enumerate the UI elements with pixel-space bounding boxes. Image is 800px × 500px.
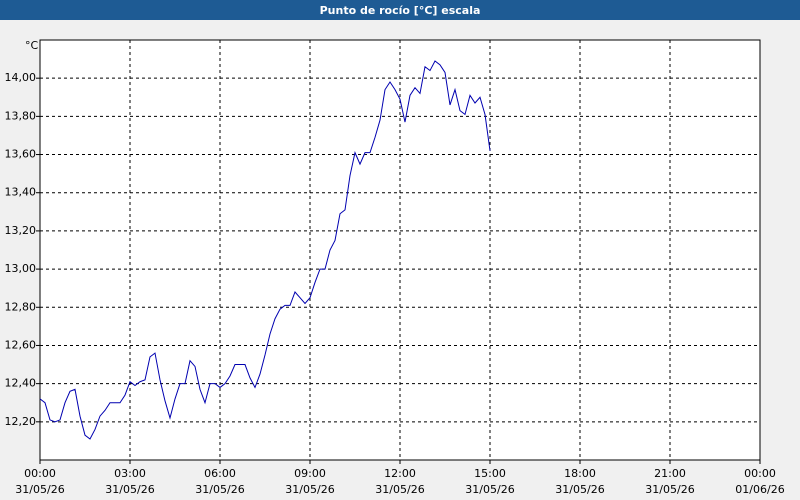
x-tick-label: 00:00 [744,467,776,480]
x-tick-label: 09:00 [294,467,326,480]
y-tick-label: 12,80 [5,300,37,313]
title-bar [0,0,800,20]
y-tick-label: 13,00 [5,262,37,275]
x-tick-date: 31/05/26 [375,483,424,496]
x-tick-label: 15:00 [474,467,506,480]
x-tick-date: 31/05/26 [195,483,244,496]
y-tick-label: 13,40 [5,186,37,199]
data-line [39,60,491,440]
x-tick-date: 31/05/26 [645,483,694,496]
y-unit: °C [25,39,39,52]
x-tick-label: 00:00 [24,467,56,480]
y-tick-label: 12,20 [5,415,37,428]
x-tick-date: 31/05/26 [285,483,334,496]
x-tick-date: 31/05/26 [465,483,514,496]
y-tick-label: 13,60 [5,148,37,161]
x-tick-date: 31/05/26 [555,483,604,496]
x-tick-date: 31/05/26 [15,483,64,496]
x-tick-label: 18:00 [564,467,596,480]
y-tick-label: 12,60 [5,338,37,351]
x-tick-label: 06:00 [204,467,236,480]
x-tick-label: 03:00 [114,467,146,480]
y-tick-label: 13,20 [5,224,37,237]
y-tick-label: 12,40 [5,377,37,390]
x-tick-date: 01/06/26 [735,483,784,496]
y-tick-label: 14,00 [5,71,37,84]
x-tick-label: 12:00 [384,467,416,480]
y-tick-label: 13,80 [5,109,37,122]
x-tick-label: 21:00 [654,467,686,480]
chart-title: Punto de rocío [°C] escala [320,4,481,17]
x-tick-date: 31/05/26 [105,483,154,496]
